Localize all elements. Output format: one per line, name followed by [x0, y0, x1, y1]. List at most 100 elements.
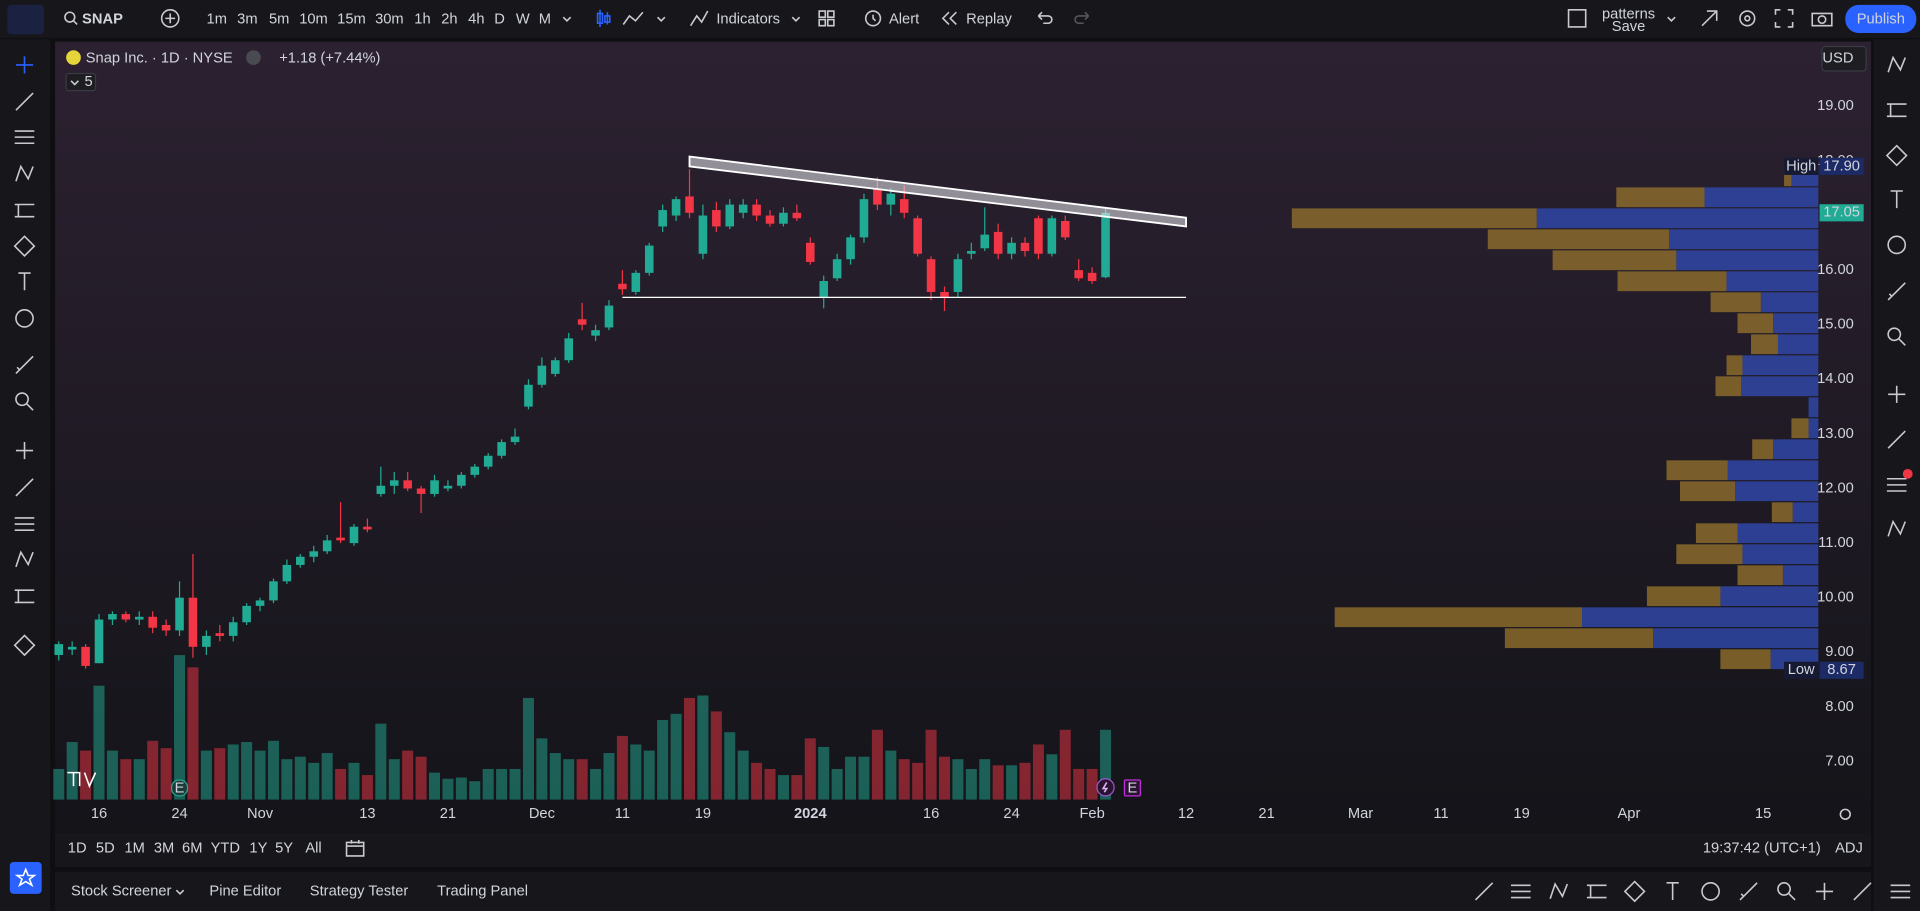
indicators-caret[interactable]: [791, 16, 801, 22]
interval-button[interactable]: W: [516, 11, 530, 27]
layout-save[interactable]: Save: [1612, 19, 1645, 35]
sidebar-tool[interactable]: [1885, 144, 1908, 167]
sidebar-tool[interactable]: [1887, 282, 1906, 301]
quick-draw-tool[interactable]: [1890, 884, 1911, 899]
drawing-tool[interactable]: [14, 517, 35, 531]
lightning[interactable]: [1101, 782, 1109, 793]
earnings-marker[interactable]: [1123, 779, 1141, 797]
adjust-button[interactable]: ADJ: [1835, 840, 1863, 856]
drawing-tool[interactable]: [15, 164, 34, 182]
tv-logo[interactable]: [67, 771, 97, 789]
interval-button[interactable]: M: [539, 11, 551, 27]
panel-tab[interactable]: Trading Panel: [437, 883, 528, 899]
layout-caret[interactable]: [1667, 16, 1676, 22]
favorites-icon[interactable]: [14, 867, 37, 888]
drawing-tool[interactable]: [13, 235, 36, 258]
replay-icon[interactable]: [941, 11, 957, 26]
drawing-tool[interactable]: [15, 550, 34, 568]
sidebar-tool[interactable]: [1890, 190, 1903, 209]
sidebar-tool[interactable]: [1886, 477, 1907, 492]
interval-button[interactable]: 30m: [375, 11, 404, 27]
date-range[interactable]: [345, 839, 365, 857]
drawing-tool[interactable]: [18, 272, 31, 291]
quick-draw-tool[interactable]: [1666, 882, 1679, 900]
undo[interactable]: [1037, 11, 1053, 25]
line-style[interactable]: [622, 11, 644, 25]
currency-label[interactable]: USD: [1822, 51, 1853, 67]
axis-settings[interactable]: [1839, 808, 1851, 820]
hide-button[interactable]: [246, 50, 261, 65]
header-tool[interactable]: [1739, 10, 1756, 27]
favorites-button[interactable]: [9, 862, 42, 894]
interval-button[interactable]: D: [494, 11, 505, 27]
panel-tab[interactable]: Strategy Tester: [310, 883, 409, 899]
interval-button[interactable]: 2h: [441, 11, 457, 27]
header-tool[interactable]: [1701, 10, 1718, 27]
drawing-tool[interactable]: [14, 130, 35, 145]
alert-icon[interactable]: [864, 10, 882, 27]
indicators-button[interactable]: Indicators: [716, 11, 780, 27]
indicator-count[interactable]: 5: [85, 74, 93, 90]
header-tool[interactable]: [1774, 8, 1794, 28]
interval-button[interactable]: 4h: [468, 11, 484, 27]
indicator-caret[interactable]: [70, 80, 79, 86]
indicators-icon[interactable]: [689, 10, 709, 27]
style-caret[interactable]: [656, 16, 666, 22]
currency-button[interactable]: [1821, 45, 1867, 72]
quick-draw-tool[interactable]: [1701, 882, 1720, 901]
quick-draw-tool[interactable]: [1549, 882, 1569, 900]
drawing-tool[interactable]: [15, 92, 34, 111]
quick-draw-tool[interactable]: [1623, 880, 1646, 903]
quick-draw-tool[interactable]: [1474, 882, 1494, 901]
candle-style[interactable]: [596, 9, 611, 27]
panel-tab[interactable]: Pine Editor: [209, 883, 281, 899]
interval-button[interactable]: 3m: [237, 11, 257, 27]
replay-button[interactable]: Replay: [966, 11, 1012, 27]
quick-draw-tool[interactable]: [1586, 884, 1607, 899]
range-button[interactable]: All: [305, 840, 321, 856]
earnings-marker[interactable]: [170, 779, 189, 797]
drawing-tool[interactable]: [15, 442, 34, 460]
quick-draw-tool[interactable]: [1853, 882, 1872, 901]
sidebar-tool[interactable]: [1888, 385, 1906, 403]
search-icon[interactable]: [64, 11, 78, 26]
indicator-toggle[interactable]: [65, 72, 97, 92]
dividend-marker[interactable]: [1096, 778, 1115, 797]
range-button[interactable]: 5Y: [275, 840, 293, 856]
quick-draw-tool[interactable]: [1815, 882, 1834, 900]
drawing-tool[interactable]: [15, 56, 34, 74]
panel-tab[interactable]: Stock Screener: [71, 883, 172, 899]
interval-button[interactable]: 1m: [207, 11, 227, 27]
range-button[interactable]: 5D: [96, 840, 115, 856]
layout-checkbox[interactable]: [1567, 8, 1587, 28]
header-tool[interactable]: [1811, 12, 1833, 27]
interval-button[interactable]: 5m: [269, 11, 289, 27]
interval-button[interactable]: 15m: [337, 11, 366, 27]
range-button[interactable]: YTD: [211, 840, 240, 856]
interval-caret[interactable]: [562, 16, 572, 22]
sidebar-tool[interactable]: [1887, 327, 1906, 346]
range-button[interactable]: 3M: [154, 840, 174, 856]
symbol-search[interactable]: SNAP: [82, 11, 123, 27]
sidebar-tool[interactable]: [1887, 430, 1906, 449]
templates-icon[interactable]: [818, 10, 835, 27]
sidebar-tool[interactable]: [1887, 519, 1907, 537]
alert-button[interactable]: Alert: [889, 11, 919, 27]
interval-button[interactable]: 1h: [414, 11, 430, 27]
drawing-tool[interactable]: [15, 308, 34, 328]
add-symbol[interactable]: [160, 9, 180, 28]
quick-draw-tool[interactable]: [1777, 882, 1796, 901]
range-button[interactable]: 1Y: [249, 840, 267, 856]
quick-draw-tool[interactable]: [1511, 884, 1531, 899]
drawing-tool[interactable]: [14, 589, 35, 604]
sidebar-tool[interactable]: [1886, 103, 1907, 118]
publish-button[interactable]: [1845, 4, 1917, 34]
screener-caret[interactable]: [175, 889, 185, 895]
range-button[interactable]: 1D: [68, 840, 87, 856]
quick-draw-tool[interactable]: [1739, 882, 1758, 901]
publish-label[interactable]: Publish: [1857, 11, 1905, 27]
redo[interactable]: [1074, 11, 1090, 25]
sidebar-tool[interactable]: [1887, 235, 1907, 255]
drawing-tool[interactable]: [13, 634, 36, 657]
layout-name[interactable]: patterns: [1602, 7, 1655, 23]
